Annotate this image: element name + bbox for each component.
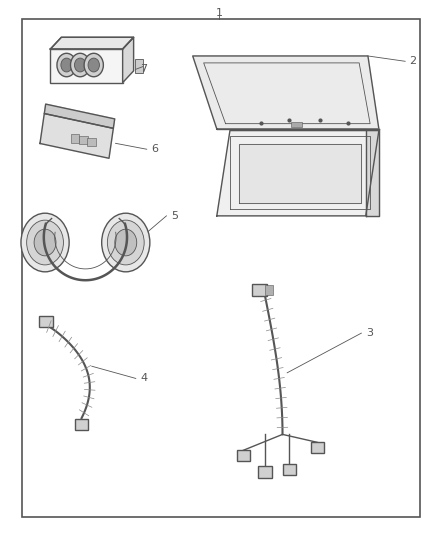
Circle shape xyxy=(107,220,144,265)
Bar xyxy=(135,59,143,73)
Circle shape xyxy=(71,53,90,77)
Bar xyxy=(87,138,96,146)
Polygon shape xyxy=(44,104,115,128)
Polygon shape xyxy=(40,114,113,158)
Circle shape xyxy=(115,229,137,256)
Text: 7: 7 xyxy=(140,64,147,74)
Polygon shape xyxy=(239,144,361,203)
Text: 6: 6 xyxy=(151,144,158,154)
Bar xyxy=(283,464,296,475)
Bar xyxy=(265,285,273,295)
Bar xyxy=(237,450,250,461)
Polygon shape xyxy=(217,131,379,216)
Bar xyxy=(71,134,79,142)
Text: 5: 5 xyxy=(171,211,178,221)
Bar xyxy=(291,122,302,127)
Circle shape xyxy=(57,53,76,77)
Bar xyxy=(50,49,123,83)
Bar xyxy=(311,442,324,453)
Bar xyxy=(39,316,53,327)
Bar xyxy=(75,419,88,430)
Circle shape xyxy=(84,53,103,77)
Text: 2: 2 xyxy=(410,56,417,66)
Bar xyxy=(258,466,272,478)
Polygon shape xyxy=(366,129,379,216)
Text: 3: 3 xyxy=(366,328,373,338)
Bar xyxy=(79,136,88,144)
Polygon shape xyxy=(50,37,134,49)
Polygon shape xyxy=(123,37,134,83)
Polygon shape xyxy=(193,56,379,129)
Circle shape xyxy=(61,58,72,72)
Circle shape xyxy=(34,229,56,256)
Text: 4: 4 xyxy=(140,374,147,383)
Circle shape xyxy=(27,220,64,265)
Circle shape xyxy=(21,213,69,272)
Bar xyxy=(252,284,267,296)
Circle shape xyxy=(88,58,99,72)
Text: 1: 1 xyxy=(215,8,223,18)
Circle shape xyxy=(102,213,150,272)
Circle shape xyxy=(74,58,86,72)
